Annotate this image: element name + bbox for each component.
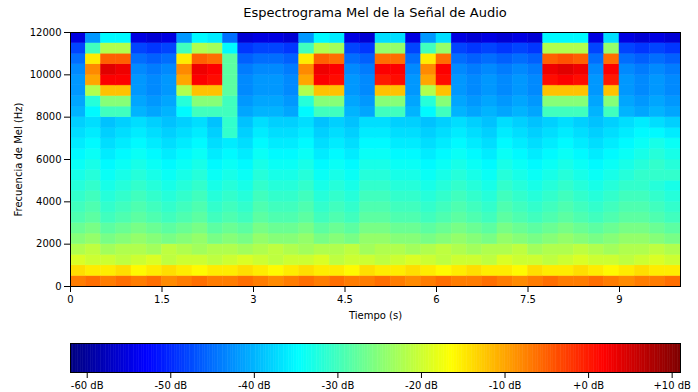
svg-text:9: 9 [616,294,622,305]
svg-text:-10 dB: -10 dB [489,380,522,390]
svg-text:+0 dB: +0 dB [573,380,604,390]
svg-text:-40 dB: -40 dB [238,380,271,390]
svg-text:+10 dB: +10 dB [653,380,691,390]
svg-text:2000: 2000 [36,238,61,249]
svg-text:-60 dB: -60 dB [71,380,104,390]
svg-text:12000: 12000 [30,27,62,38]
svg-text:-20 dB: -20 dB [405,380,438,390]
svg-text:4.5: 4.5 [337,294,353,305]
svg-text:4000: 4000 [36,196,61,207]
svg-text:-50 dB: -50 dB [154,380,187,390]
svg-text:3: 3 [250,294,256,305]
svg-text:6: 6 [433,294,439,305]
svg-text:0: 0 [55,281,61,292]
svg-text:0: 0 [67,294,73,305]
svg-text:1.5: 1.5 [154,294,170,305]
html-text:Espectrograma Mel de la Señal: Espectrograma Mel de la Señal de Audio [243,5,507,20]
svg-text:10000: 10000 [30,69,62,80]
svg-text:7.5: 7.5 [520,294,536,305]
svg-text:8000: 8000 [36,111,61,122]
svg-text:-30 dB: -30 dB [322,380,355,390]
svg-text:Frecuencia de Mel (Hz): Frecuencia de Mel (Hz) [13,102,24,216]
svg-text:6000: 6000 [36,154,61,165]
svg-text:Tiempo (s): Tiempo (s) [348,310,402,321]
